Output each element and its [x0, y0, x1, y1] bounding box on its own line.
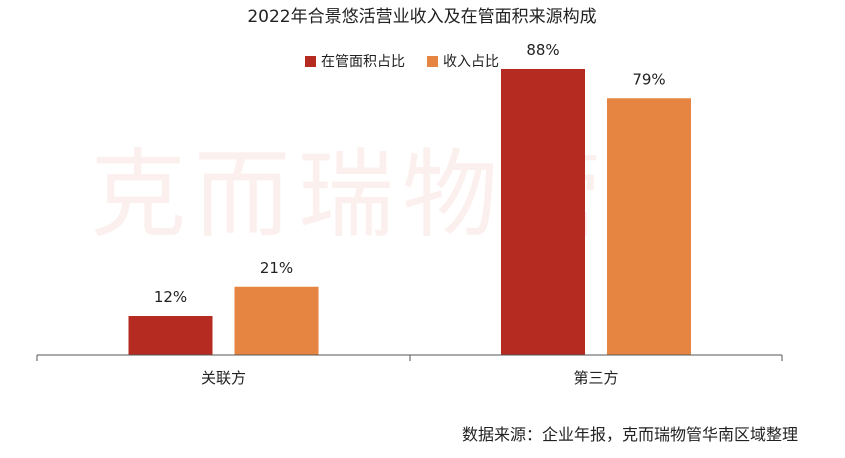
legend-swatch-2: [427, 56, 438, 67]
data-label-1-1: 12%: [154, 288, 187, 306]
bars: [128, 69, 691, 355]
data-label-2-2: 79%: [632, 70, 665, 88]
category-label-2: 第三方: [573, 369, 618, 387]
bar-labels: 12% 21% 88% 79%: [154, 41, 666, 306]
category-labels: 关联方 第三方: [201, 369, 619, 387]
bar-1-1: [128, 316, 213, 355]
legend: 在管面积占比 收入占比: [305, 54, 499, 70]
legend-label-2: 收入占比: [443, 54, 499, 70]
bar-2-2: [607, 98, 691, 355]
source-note: 数据来源：企业年报，克而瑞物管华南区域整理: [462, 425, 798, 444]
chart-title: 2022年合景悠活营业收入及在管面积来源构成: [247, 7, 596, 27]
legend-label-1: 在管面积占比: [321, 54, 405, 70]
legend-swatch-1: [305, 56, 316, 67]
data-label-2-1: 88%: [526, 41, 559, 59]
category-label-1: 关联方: [201, 369, 246, 387]
bar-2-1: [501, 69, 585, 355]
data-label-1-2: 21%: [260, 259, 293, 277]
bar-1-2: [234, 286, 319, 355]
